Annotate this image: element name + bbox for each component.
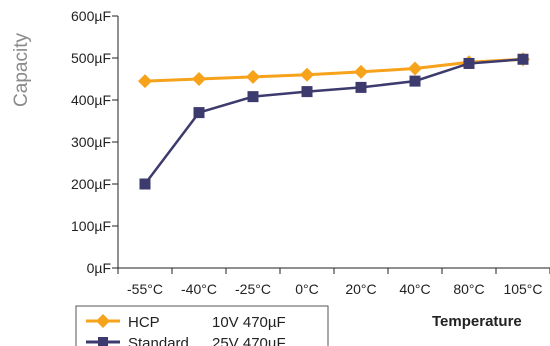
legend-marker-standard — [98, 337, 108, 346]
data-point-standard — [139, 178, 151, 190]
x-tick-label: 20°C — [345, 281, 376, 297]
data-point-standard — [355, 81, 367, 93]
legend-note-standard: 25V 470µF — [212, 335, 286, 346]
y-tick-label: 400µF — [71, 92, 111, 108]
data-point-standard — [193, 107, 205, 119]
data-point-hcp — [408, 61, 422, 76]
y-tick-label: 300µF — [71, 134, 111, 150]
axes: 0µF 100µF 200µF 300µF 400µF 500µF 600µF -55°C -4… — [71, 8, 550, 297]
y-tick-label: 600µF — [71, 8, 111, 24]
data-point-hcp — [354, 64, 368, 79]
legend-label-hcp: HCP — [128, 314, 160, 331]
x-tick-label: -40°C — [181, 281, 217, 297]
y-tick-label: 500µF — [71, 50, 111, 66]
data-point-standard — [463, 57, 475, 69]
data-point-hcp — [192, 72, 206, 86]
legend-marker-hcp — [96, 314, 110, 328]
x-tick-label: -55°C — [127, 281, 163, 297]
data-point-standard — [517, 53, 529, 65]
x-tick-label: -25°C — [235, 281, 271, 297]
y-tick-label: 200µF — [71, 176, 111, 192]
data-point-hcp — [300, 67, 314, 82]
x-tick-label: 0°C — [295, 281, 319, 297]
x-tick-label: 40°C — [399, 281, 430, 297]
data-point-standard — [301, 86, 313, 98]
y-tick-label: 100µF — [71, 218, 111, 234]
data-point-standard — [409, 75, 421, 87]
series-line-hcp — [144, 57, 524, 83]
y-axis-label: Capacity — [11, 33, 32, 107]
data-point-hcp — [246, 69, 260, 84]
legend-box — [75, 305, 329, 346]
legend: HCP 10V 470µF Standard 25V 470µF — [75, 305, 329, 346]
x-tick-label: 105°C — [503, 281, 542, 297]
data-point-hcp — [138, 74, 152, 89]
data-point-standard — [247, 91, 259, 103]
x-axis-label: Temperature — [432, 313, 522, 330]
series-line-standard — [144, 58, 524, 185]
x-tick-label: 80°C — [453, 281, 484, 297]
legend-label-standard: Standard — [128, 335, 189, 346]
legend-note-hcp: 10V 470µF — [212, 314, 286, 331]
y-tick-label: 0µF — [87, 260, 111, 276]
series-layer — [138, 52, 530, 190]
